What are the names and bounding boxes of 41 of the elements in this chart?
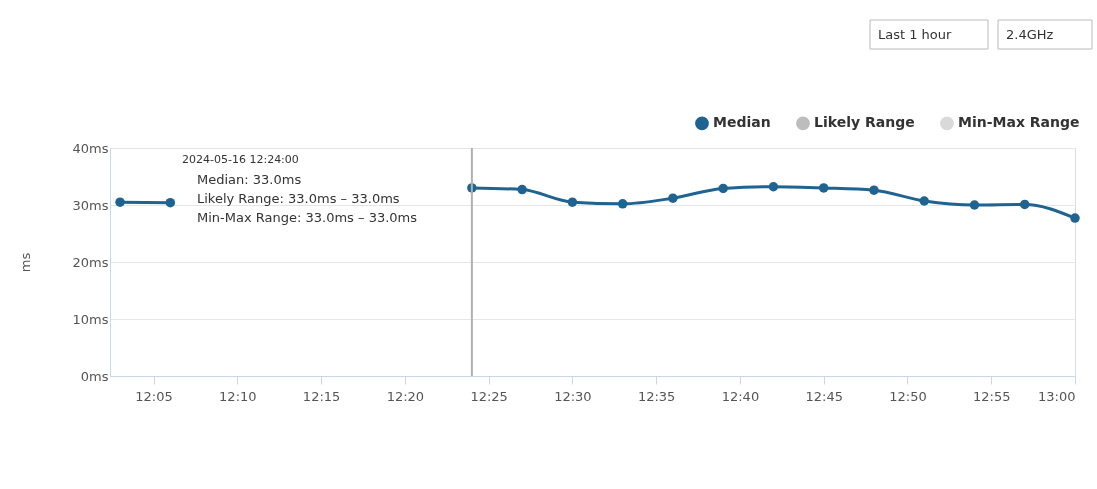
y-tick-label: 10ms — [72, 311, 109, 327]
y-tick-label: 0ms — [80, 368, 109, 384]
x-tick-label: 12:35 — [637, 388, 676, 404]
y-axis-title: ms — [17, 252, 33, 273]
y-tick-label: 30ms — [72, 197, 109, 213]
x-tick-label: 12:50 — [889, 388, 927, 404]
point — [1070, 213, 1080, 223]
point — [818, 183, 829, 193]
annotation: Likely Range: 33.0ms – 33.0ms — [197, 191, 400, 206]
annotation: Median: 33.0ms — [197, 172, 302, 187]
legend-label: Likely Range — [814, 114, 915, 131]
x-tick-label: 12:20 — [386, 388, 425, 404]
point — [115, 197, 125, 207]
point — [617, 199, 628, 209]
point — [969, 200, 980, 210]
x-tick-label: 12:15 — [302, 388, 341, 404]
y-tick-label: 40ms — [72, 140, 109, 156]
point — [165, 197, 176, 208]
x-tick-label: 12:55 — [973, 388, 1011, 404]
y-tick-label: 20ms — [72, 254, 109, 270]
text: 2.4GHz — [1006, 27, 1054, 42]
x-tick-label: 12:40 — [721, 388, 760, 404]
x-tick-label: 12:45 — [805, 388, 843, 404]
point — [668, 193, 678, 203]
x-tick-label: 12:30 — [554, 388, 592, 404]
x-tick-label: 12:05 — [135, 388, 173, 404]
point — [1020, 199, 1030, 210]
point — [869, 185, 879, 195]
text: Last 1 hour — [878, 27, 953, 42]
legend-label: Median — [713, 114, 771, 131]
annotation: Min-Max Range: 33.0ms – 33.0ms — [197, 210, 418, 225]
point — [919, 196, 929, 206]
x-tick-label: 12:25 — [470, 388, 508, 404]
legend-label: Min-Max Range — [958, 114, 1080, 131]
annotation: 2024-05-16 12:24:00 — [182, 153, 299, 166]
point — [567, 197, 578, 207]
point — [768, 182, 779, 192]
x-tick-label: 12:10 — [219, 388, 257, 404]
point — [718, 183, 728, 194]
point — [517, 184, 527, 195]
x-tick-label: 13:00 — [1038, 388, 1076, 404]
